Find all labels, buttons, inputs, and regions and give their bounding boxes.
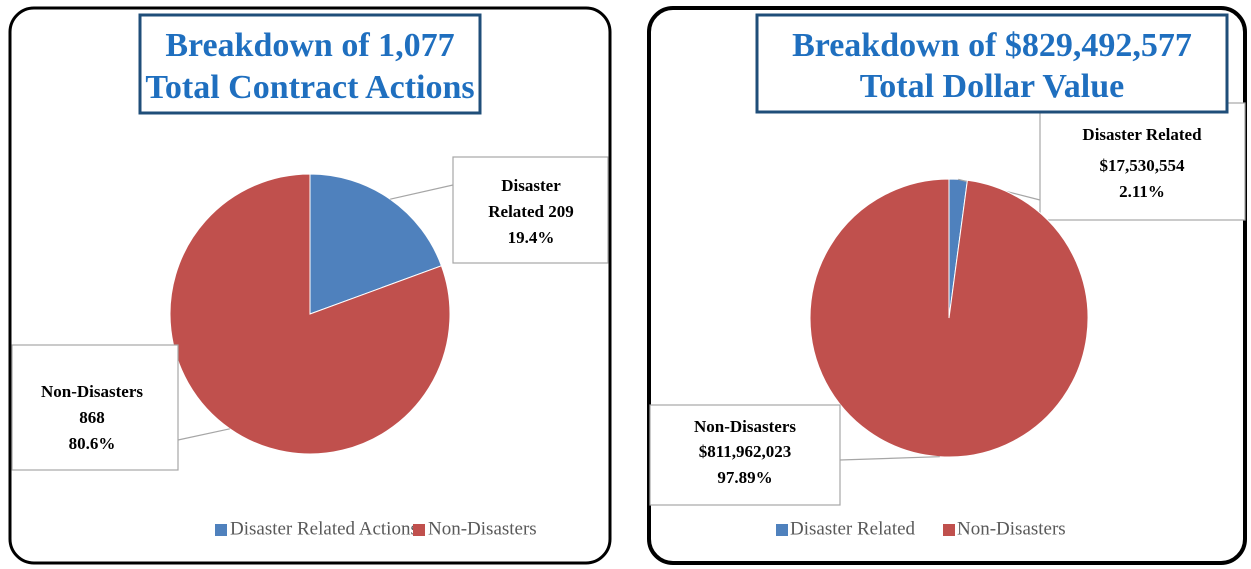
title-box	[755, 13, 1229, 114]
leader-line	[839, 456, 940, 461]
data-label: 868	[79, 408, 105, 427]
label-box	[649, 404, 841, 506]
data-label: 97.89%	[717, 468, 772, 487]
legend-swatch	[413, 524, 425, 536]
pie-slice	[309, 173, 443, 315]
data-label: 80.6%	[69, 434, 116, 453]
pie-slice	[809, 178, 1089, 458]
legend-label: Non-Disasters	[428, 518, 537, 539]
title-box	[138, 13, 482, 115]
leader-line	[390, 184, 454, 200]
data-label: Non-Disasters	[694, 417, 796, 436]
data-label: 19.4%	[508, 228, 555, 247]
leader-line	[177, 428, 230, 441]
legend-swatch	[215, 524, 227, 536]
legend-label: Disaster Related Actions	[230, 518, 418, 539]
label-box	[11, 344, 179, 471]
data-label: $17,530,554	[1100, 156, 1186, 175]
chart-title: Breakdown of 1,077	[165, 27, 454, 64]
label-box	[1039, 102, 1246, 221]
legend-label: Non-Disasters	[957, 518, 1066, 539]
legend-label: Disaster Related	[790, 518, 916, 539]
chart-title: Total Contract Actions	[145, 69, 474, 106]
data-label: Disaster Related	[1082, 125, 1202, 144]
data-label: 2.11%	[1119, 182, 1165, 201]
legend-swatch	[943, 524, 955, 536]
legend-swatch	[776, 524, 788, 536]
data-label: Related 209	[488, 202, 573, 221]
data-label: Disaster	[501, 176, 561, 195]
data-label: $811,962,023	[699, 442, 792, 461]
label-box	[452, 156, 609, 264]
chart-title: Total Dollar Value	[860, 68, 1125, 105]
chart-title: Breakdown of $829,492,577	[792, 27, 1192, 64]
data-label: Non-Disasters	[41, 382, 143, 401]
